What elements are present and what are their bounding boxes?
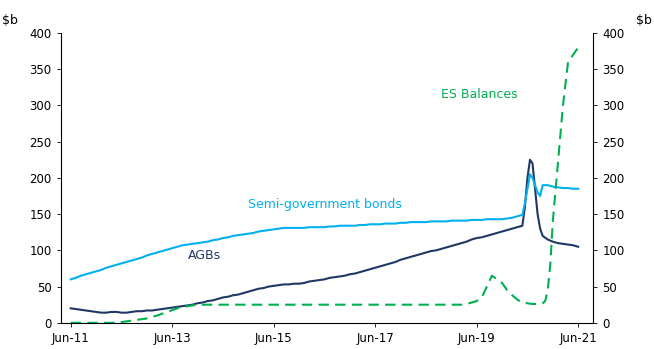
Text: ES Balances: ES Balances [441, 88, 518, 101]
Text: Semi-government bonds: Semi-government bonds [249, 198, 402, 211]
Text: AGBs: AGBs [188, 249, 220, 262]
Text: $b: $b [636, 14, 652, 27]
Text: $b: $b [2, 14, 18, 27]
